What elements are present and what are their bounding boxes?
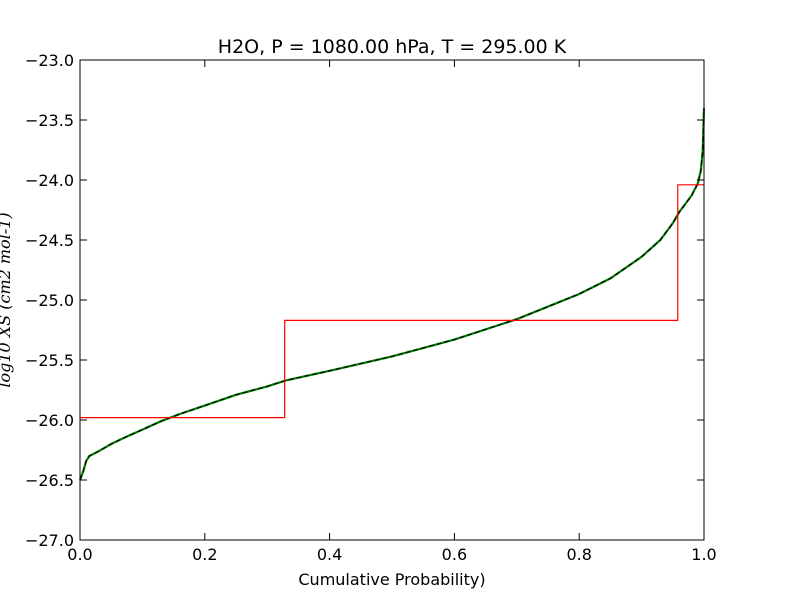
x-axis-label: Cumulative Probability) (298, 570, 485, 589)
plot-frame (79, 59, 705, 541)
plot-area (78, 107, 706, 481)
x-tick-label: 0.8 (566, 545, 591, 564)
x-tick-label: 0.4 (317, 545, 342, 564)
y-tick-label: −23.5 (25, 111, 74, 130)
y-tick-label: −25.0 (25, 291, 74, 310)
series-1-line (80, 184, 704, 419)
x-tick-label: 0.2 (192, 545, 217, 564)
x-tick-label: 0.6 (442, 545, 467, 564)
y-tick-label: −27.0 (25, 531, 74, 550)
x-tick-label: 1.0 (691, 545, 716, 564)
x-tick-label: 0.0 (67, 545, 92, 564)
y-tick-label: −24.0 (25, 171, 74, 190)
y-tick-label: −24.5 (25, 231, 74, 250)
y-tick-label: −23.0 (25, 51, 74, 70)
series-0-line (79, 107, 705, 481)
chart-title: H2O, P = 1080.00 hPa, T = 295.00 K (218, 36, 567, 58)
y-tick-label: −25.5 (25, 351, 74, 370)
y-tick-label: −26.0 (25, 411, 74, 430)
y-axis-label: log10 XS (cm2 mol-1) (0, 212, 14, 387)
y-axis: −23.0 −23.5 −24.0 −24.5 −25.0 −25.5 −26.0 −26.5… (25, 51, 704, 550)
y-tick-label: −26.5 (25, 471, 74, 490)
